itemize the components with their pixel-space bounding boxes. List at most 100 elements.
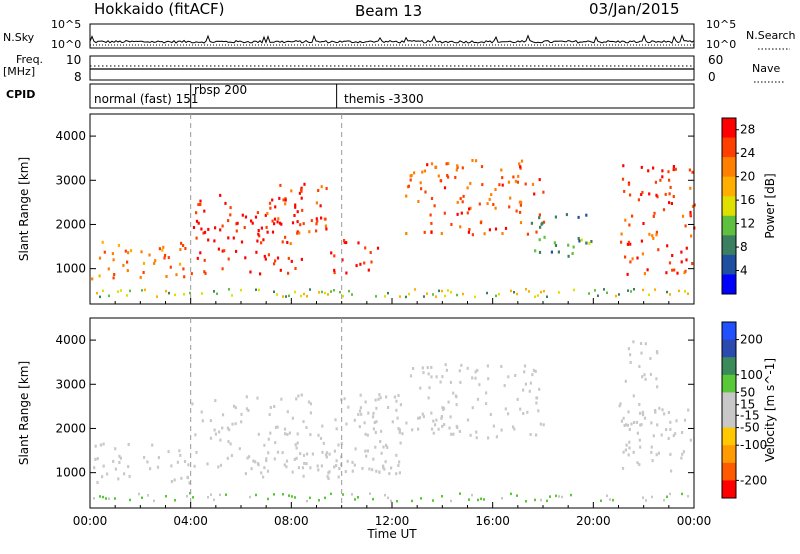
station-title: Hokkaido (fitACF) — [94, 0, 225, 18]
x-tick-label: 12:00 — [375, 514, 410, 528]
heatmap-cell — [542, 220, 546, 224]
heatmap-cell — [418, 416, 422, 420]
heatmap-cell — [641, 375, 644, 379]
heatmap-cell — [230, 454, 233, 458]
heatmap-cell — [665, 271, 668, 275]
cpid-panel-frame — [89, 83, 695, 109]
heatmap-cell — [168, 291, 170, 295]
heatmap-cell — [649, 357, 652, 360]
heatmap-cell — [384, 295, 386, 298]
heatmap-cell — [443, 423, 446, 426]
heatmap-cell — [500, 365, 503, 368]
heatmap-cell — [458, 369, 461, 373]
heatmap-cell — [571, 252, 574, 255]
heatmap-cell — [214, 226, 217, 230]
heatmap-cell — [293, 457, 296, 461]
heatmap-cell — [227, 236, 230, 240]
velocity-colorbar-swatch — [722, 410, 736, 429]
heatmap-cell — [249, 495, 251, 499]
heatmap-cell — [241, 213, 244, 217]
heatmap-cell — [578, 239, 581, 243]
heatmap-cell — [540, 290, 542, 294]
colorbar-tick-label: 50 — [740, 385, 755, 399]
heatmap-cell — [179, 248, 182, 251]
heatmap-cell — [203, 230, 207, 234]
heatmap-cell — [245, 407, 248, 411]
heatmap-cell — [141, 289, 143, 292]
heatmap-cell — [450, 290, 452, 294]
heatmap-cell — [380, 451, 383, 455]
heatmap-cell — [300, 196, 303, 200]
heatmap-cell — [223, 249, 226, 253]
heatmap-cell — [674, 167, 677, 171]
heatmap-cell — [101, 240, 104, 244]
heatmap-cell — [91, 277, 94, 281]
heatmap-cell — [641, 190, 644, 194]
heatmap-cell — [214, 432, 217, 436]
heatmap-cell — [485, 391, 488, 395]
heatmap-cell — [476, 368, 479, 372]
heatmap-cell — [445, 162, 448, 166]
heatmap-cell — [485, 402, 488, 406]
heatmap-cell — [195, 211, 198, 215]
heatmap-cell — [513, 291, 515, 294]
heatmap-cell — [276, 220, 279, 224]
heatmap-cell — [537, 409, 540, 413]
heatmap-cell — [461, 200, 464, 204]
heatmap-cell — [565, 213, 568, 217]
heatmap-cell — [397, 427, 400, 430]
heatmap-cell — [324, 224, 327, 228]
heatmap-cell — [516, 180, 519, 184]
heatmap-cell — [281, 451, 284, 455]
heatmap-cell — [117, 290, 119, 293]
heatmap-cell — [486, 202, 489, 206]
heatmap-cell — [409, 178, 412, 182]
heatmap-cell — [588, 241, 591, 245]
heatmap-cell — [240, 288, 242, 292]
heatmap-cell — [421, 170, 424, 174]
heatmap-cell — [508, 205, 511, 209]
heatmap-cell — [282, 493, 284, 496]
heatmap-cell — [341, 258, 344, 262]
heatmap-cell — [284, 235, 287, 239]
heatmap-cell — [654, 180, 657, 184]
nsearch-tick-bottom: 10^0 — [706, 38, 737, 51]
heatmap-cell — [282, 295, 284, 298]
heatmap-cell — [235, 229, 238, 233]
heatmap-cell — [637, 198, 640, 202]
heatmap-cell — [509, 196, 512, 200]
heatmap-cell — [526, 232, 529, 236]
heatmap-cell — [170, 464, 173, 468]
heatmap-cell — [656, 385, 659, 389]
heatmap-cell — [182, 267, 185, 271]
heatmap-cell — [590, 240, 593, 243]
heatmap-cell — [231, 422, 234, 426]
x-tick-label: 16:00 — [475, 514, 510, 528]
heatmap-cell — [641, 410, 644, 414]
heatmap-cell — [224, 201, 227, 205]
heatmap-cell — [380, 429, 383, 433]
heatmap-cell — [263, 254, 266, 258]
cpid-label: CPID — [6, 88, 36, 101]
heatmap-cell — [330, 251, 333, 255]
heatmap-cell — [364, 449, 367, 453]
nsky-tick-top: 10^5 — [51, 18, 82, 31]
heatmap-cell — [113, 273, 116, 276]
heatmap-cell — [468, 207, 471, 211]
heatmap-cell — [317, 468, 320, 472]
heatmap-cell — [276, 425, 279, 429]
heatmap-cell — [422, 371, 425, 375]
heatmap-cell — [640, 165, 643, 169]
heatmap-cell — [207, 227, 210, 231]
heatmap-cell — [382, 464, 385, 468]
power-colorbar-swatch — [722, 196, 736, 217]
heatmap-cell — [500, 168, 503, 172]
x-tick-label: 08:00 — [274, 514, 309, 528]
nsearch-tick-top: 10^5 — [706, 18, 737, 31]
heatmap-cell — [340, 442, 343, 446]
power-panel-frame — [89, 113, 695, 305]
heatmap-cell — [622, 450, 625, 454]
heatmap-cell — [687, 494, 689, 498]
heatmap-cell — [626, 272, 629, 276]
heatmap-cell — [193, 464, 196, 468]
